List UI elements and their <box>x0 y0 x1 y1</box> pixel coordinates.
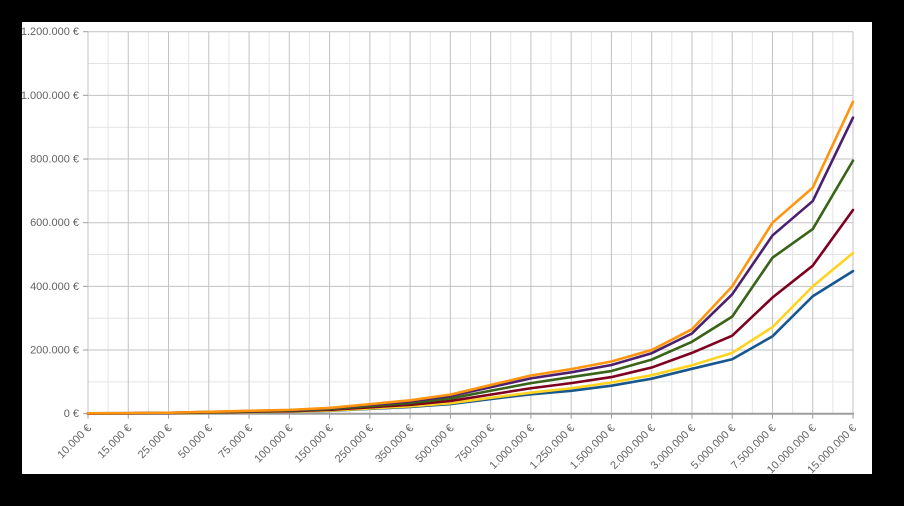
chart-panel: 0 € 200.000 € 400.000 € 600.000 € 800.000 € 1… <box>22 22 872 474</box>
y-minor-gridlines <box>88 63 853 383</box>
y-axis-label: 1.200.000 € <box>22 26 79 38</box>
x-axis-label: 10.000 € <box>55 422 94 461</box>
x-axis-label: 25.000 € <box>136 422 175 461</box>
x-axis-label: 750.000 € <box>454 422 497 465</box>
y-axis-labels: 0 € 200.000 € 400.000 € 600.000 € 800.000 € 1… <box>22 26 79 420</box>
y-axis-label: 0 € <box>64 408 79 420</box>
x-axis-labels: 10.000 €15.000 €25.000 €50.000 €75.000 €… <box>55 422 859 474</box>
y-major-gridlines <box>88 31 853 351</box>
chart-svg: 0 € 200.000 € 400.000 € 600.000 € 800.000 € 1… <box>22 26 859 474</box>
y-axis-label: 800.000 € <box>30 154 79 166</box>
x-axis-label: 50.000 € <box>176 422 215 461</box>
x-axis-label: 350.000 € <box>373 422 416 465</box>
x-axis-label: 500.000 € <box>413 422 456 465</box>
y-axis-ticks <box>83 31 88 415</box>
y-axis-label: 400.000 € <box>30 281 79 293</box>
x-axis-label: 75.000 € <box>216 422 255 461</box>
series-line-orange <box>86 100 855 415</box>
x-axis-label: 100.000 € <box>252 422 295 465</box>
y-axis-label: 200.000 € <box>30 345 79 357</box>
x-axis-label: 15.000 € <box>96 422 135 461</box>
y-axis-label: 600.000 € <box>30 217 79 229</box>
x-axis-label: 150.000 € <box>293 422 336 465</box>
series-lines <box>86 100 855 415</box>
y-axis-label: 1.000.000 € <box>22 90 79 102</box>
x-axis-label: 250.000 € <box>333 422 376 465</box>
